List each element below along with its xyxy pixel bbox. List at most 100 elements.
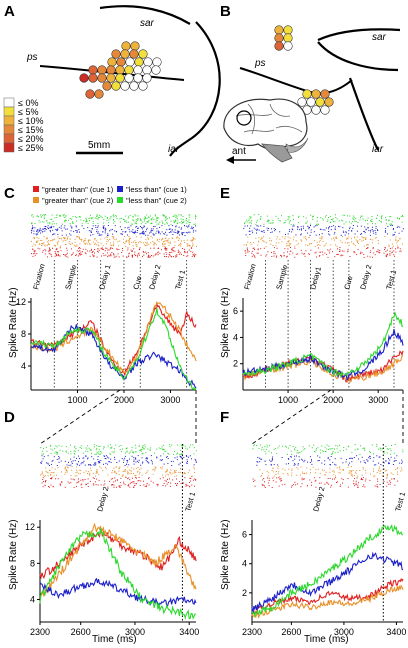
raster-spike [119,226,121,228]
raster-spike [351,475,353,477]
raster-spike [50,254,52,256]
raster-spike [143,225,145,227]
recording-site-dot [79,73,89,83]
raster-spike [378,448,380,450]
raster-spike [318,255,320,257]
label-sar-a: sar [140,18,155,29]
raster-spike [178,226,180,228]
raster-spike [97,225,99,227]
raster-spike [380,221,382,223]
raster-spike [178,471,180,473]
raster-spike [79,247,81,249]
raster-spike [159,459,161,461]
raster-spike [362,237,364,239]
raster-spike [305,238,307,240]
raster-spike [285,220,287,222]
raster-spike [188,231,190,233]
raster-spike [246,221,248,223]
recording-site-dot [142,73,152,83]
raster-spike [266,470,268,472]
raster-spike [135,451,137,453]
raster-spike [169,485,171,487]
raster-spike [91,456,93,458]
raster-spike [169,241,171,243]
raster-spike [40,462,42,464]
raster-spike [70,453,72,455]
raster-spike [326,448,328,450]
raster-spike [106,219,108,221]
raster-spike [289,220,291,222]
raster-spike [51,219,53,221]
raster-spike [370,250,372,252]
raster-spike [136,471,138,473]
raster-spike [271,256,273,257]
raster-spike [156,456,158,458]
raster-spike [128,241,130,243]
raster-spike [291,485,293,487]
raster-spike [42,228,44,230]
raster-spike [349,221,350,223]
raster-spike [284,483,286,485]
raster-spike [170,223,172,225]
raster-spike [328,445,330,447]
raster-spike [147,256,149,258]
raster-spike [103,446,105,448]
raster-spike [401,230,403,232]
raster-spike [400,250,402,252]
raster-spike [322,450,324,452]
raster-spike [271,470,273,471]
raster-spike [324,483,326,485]
raster-spike [137,218,139,220]
raster-spike [72,222,74,224]
raster-spike [114,458,116,460]
raster-spike [153,218,155,220]
raster-spike [285,463,287,465]
raster-spike [185,231,187,233]
raster-spike [186,484,188,486]
raster-spike [389,254,391,256]
legend-label-lt-cue1: "less than" (cue 1) [126,185,187,194]
raster-spike [123,481,125,483]
raster-spike [88,218,90,220]
recording-site-dot [115,65,125,75]
raster-spike [352,242,354,244]
raster-spike [305,222,307,224]
raster-spike [152,473,154,475]
raster-spike [185,447,187,449]
raster-spike [302,225,304,227]
raster-spike [244,225,246,227]
raster-spike [167,457,169,459]
raster-spike [46,238,48,240]
raster-spike [365,220,367,222]
raster-spike [353,474,355,476]
raster-spike [128,255,130,257]
raster-spike [286,244,288,246]
raster-spike [264,460,266,462]
raster-spike [360,479,362,480]
raster-spike [347,215,348,217]
raster-spike [139,218,141,220]
raster-spike [355,218,357,220]
raster-spike [70,444,72,446]
raster-spike [138,254,140,256]
raster-spike [124,457,126,459]
raster-spike [252,448,254,450]
raster-spike [399,217,400,219]
raster-spike [159,226,161,228]
raster-spike [112,215,114,217]
raster-spike [387,226,389,228]
raster-spike [372,248,374,250]
raster-spike [95,217,97,219]
anatomy-panel-b: sar ps iar ant [223,25,401,164]
raster-spike [370,229,372,231]
recording-site-dot [121,41,131,51]
raster-spike [135,255,136,257]
raster-spike [261,458,263,460]
raster-spike [285,233,286,235]
raster-spike [164,249,166,251]
raster-spike [102,448,104,450]
raster-spike [49,230,51,231]
raster-spike [178,244,179,246]
raster-spike [88,473,90,475]
raster-spike [128,240,130,242]
